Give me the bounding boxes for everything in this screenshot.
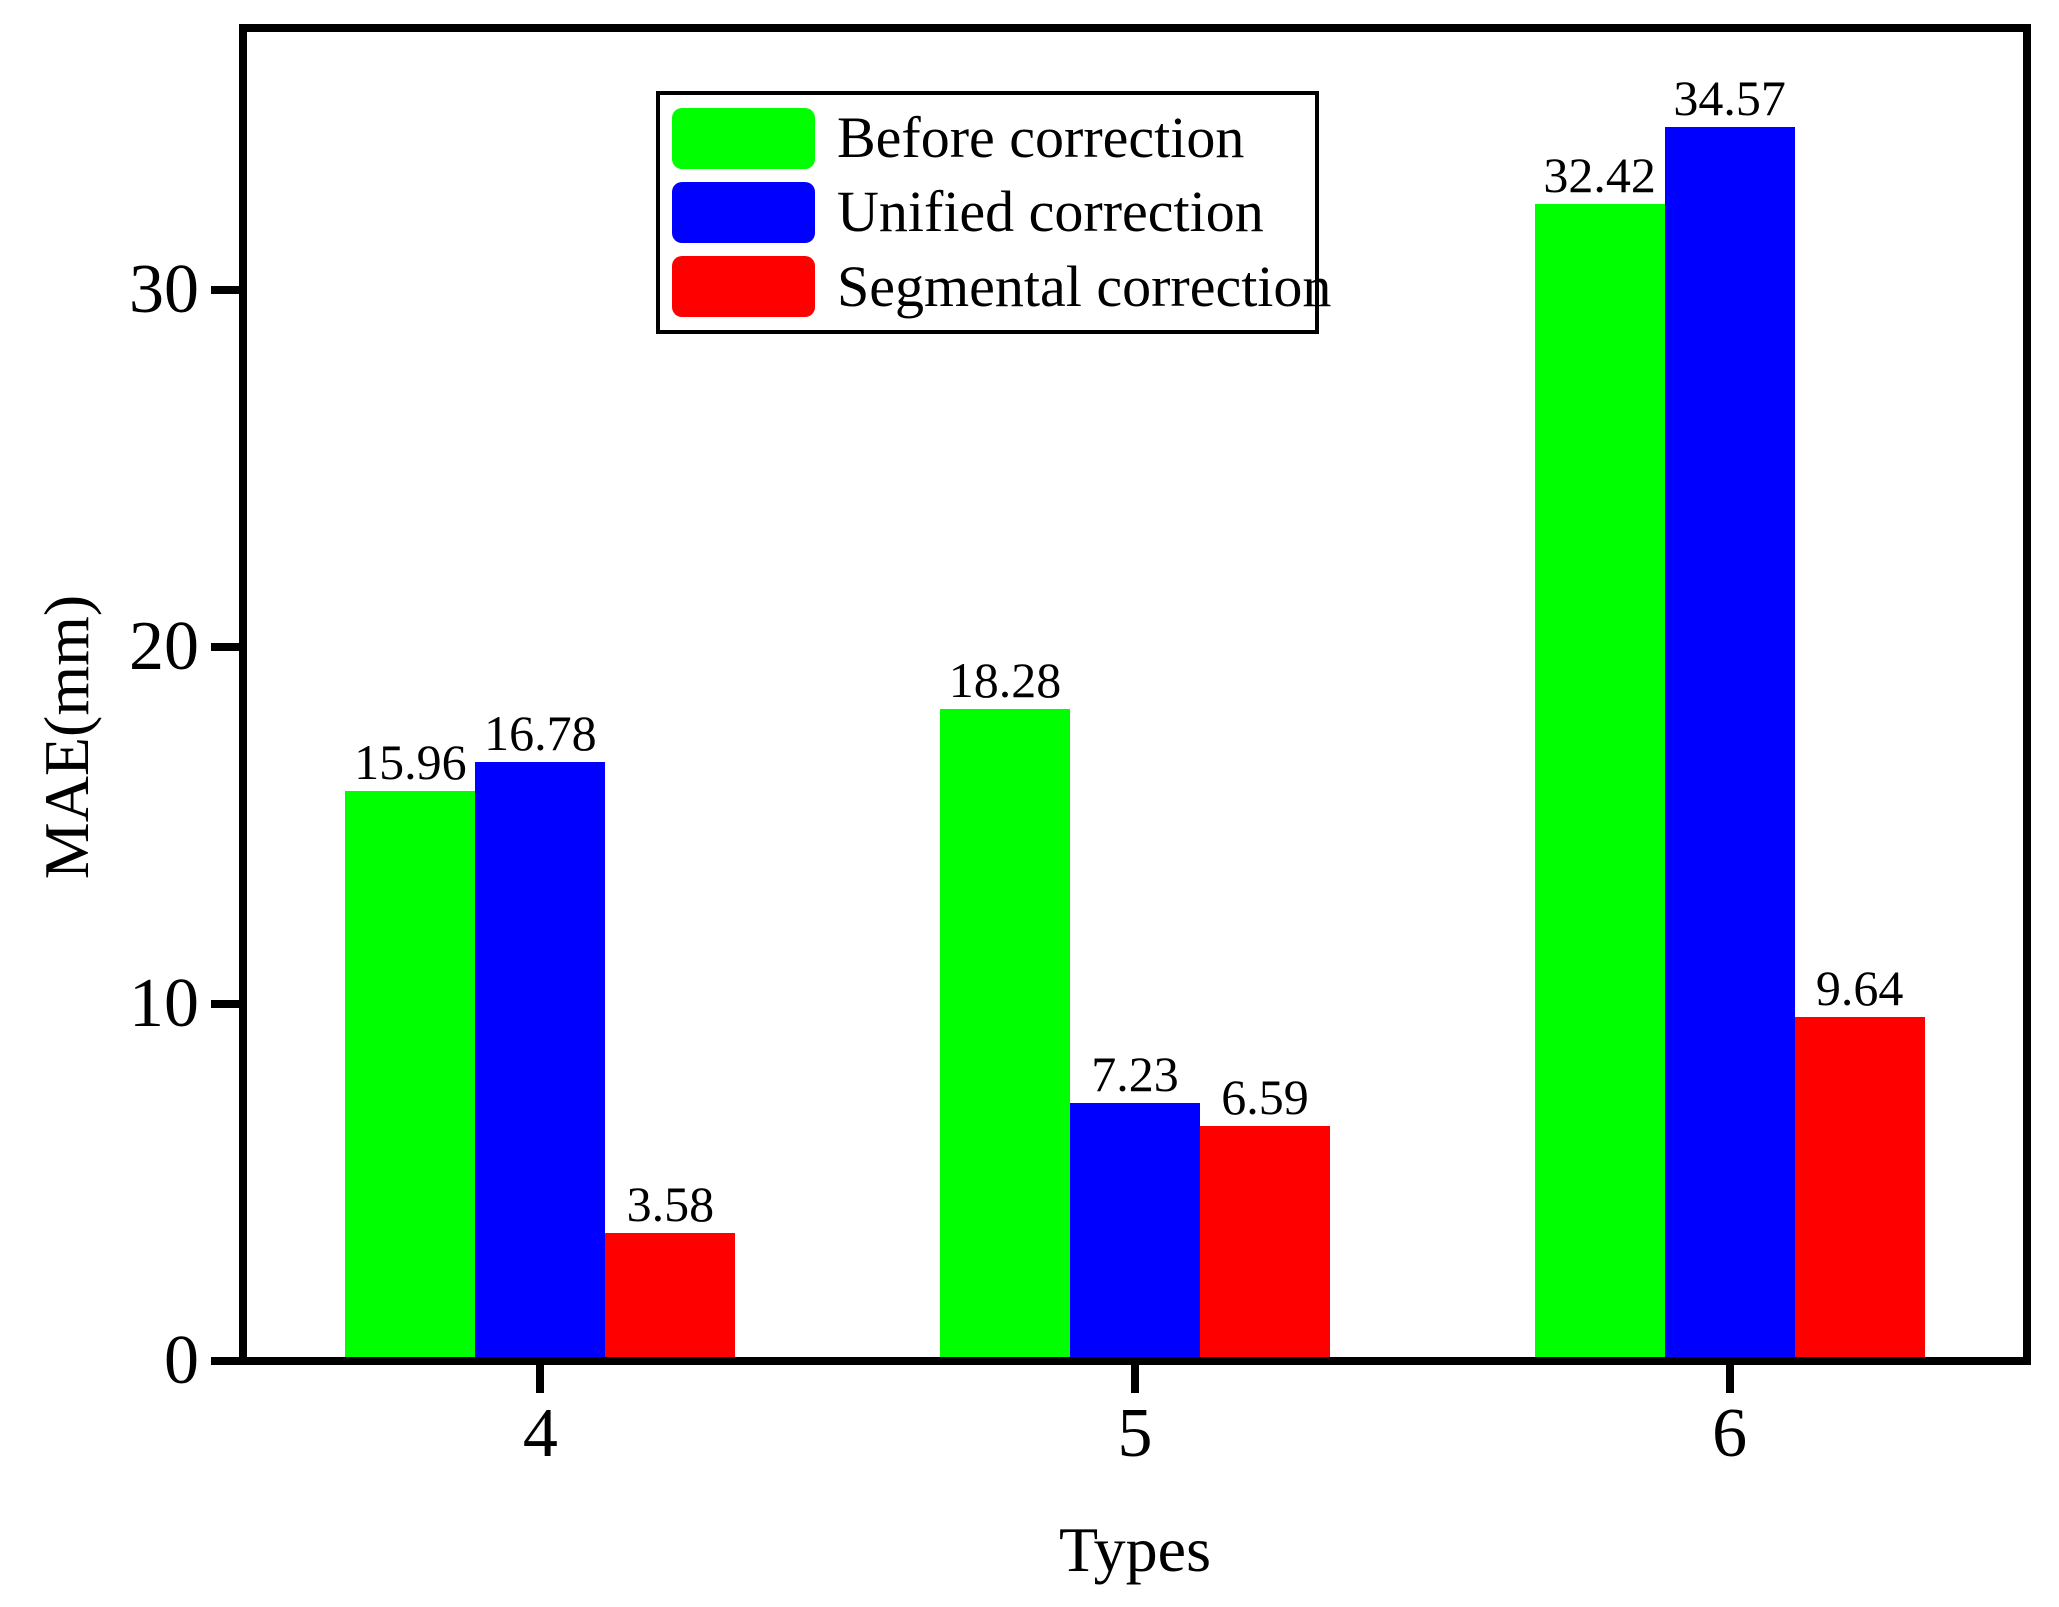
x-tick-mark: [1131, 1365, 1139, 1393]
y-tick-mark: [211, 286, 239, 295]
bar-before-correction-type-5: [940, 708, 1070, 1361]
bar-segmental-correction-type-5: [1200, 1125, 1330, 1361]
bar-segmental-correction-type-4: [605, 1233, 736, 1361]
legend-swatch-unified-correction: [672, 181, 815, 243]
bar-before-correction-type-4: [345, 791, 476, 1361]
bar-segmental-correction-type-6: [1794, 1016, 1925, 1361]
legend-swatch-before-correction: [672, 107, 815, 169]
x-tick-mark: [536, 1365, 545, 1393]
bar-value-label: 7.23: [1091, 1045, 1179, 1102]
bar-value-label: 34.57: [1673, 70, 1786, 127]
bar-unified-correction-type-5: [1070, 1102, 1200, 1361]
y-tick-label: 0: [164, 1322, 199, 1399]
x-tick-label: 5: [1117, 1395, 1153, 1472]
bar-value-label: 6.59: [1221, 1068, 1309, 1125]
legend-swatch-segmental-correction: [672, 256, 815, 318]
bar-value-label: 16.78: [484, 705, 597, 762]
bar-value-label: 15.96: [354, 734, 467, 791]
y-tick-mark: [211, 1357, 239, 1365]
bar-before-correction-type-6: [1534, 203, 1665, 1361]
x-tick-mark: [1725, 1365, 1734, 1393]
bar-value-label: 3.58: [626, 1176, 715, 1233]
y-tick-label: 10: [129, 965, 199, 1043]
bar-value-label: 9.64: [1815, 959, 1904, 1016]
legend-row: Unified correction: [672, 179, 1315, 245]
y-tick-mark: [211, 643, 239, 652]
legend-row: Before correction: [672, 105, 1315, 171]
legend-row: Segmental correction: [672, 256, 1331, 318]
bar-value-label: 18.28: [948, 651, 1062, 708]
bar-unified-correction-type-4: [475, 762, 606, 1361]
legend-label: Before correction: [837, 105, 1245, 171]
legend: Before correction Unified correction Segme…: [656, 91, 1331, 334]
legend-label: Segmental correction: [837, 253, 1332, 319]
x-tick-label: 6: [1712, 1395, 1748, 1472]
plot-area: Before correction Unified correction Segme…: [129, 24, 2031, 1469]
bar-unified-correction-type-6: [1664, 127, 1795, 1361]
y-tick-label: 30: [129, 251, 199, 329]
y-tick-label: 20: [129, 608, 199, 686]
bar-value-label: 32.42: [1543, 146, 1656, 203]
x-axis-title: Types: [1059, 1514, 1211, 1585]
legend-label: Unified correction: [837, 179, 1264, 245]
x-tick-label: 4: [522, 1395, 558, 1472]
y-tick-mark: [211, 1000, 239, 1009]
